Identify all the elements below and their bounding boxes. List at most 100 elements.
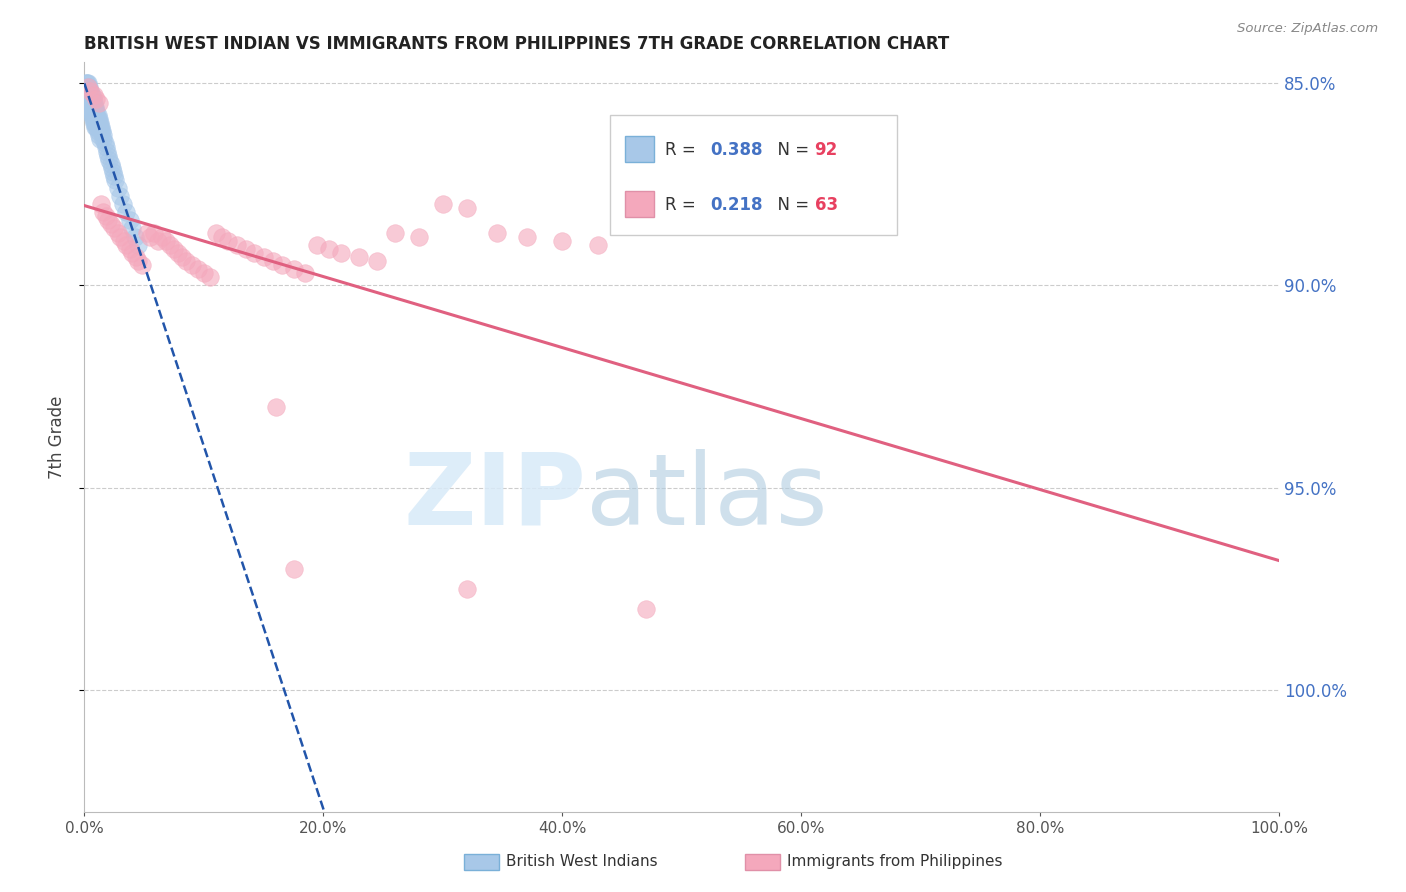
Point <box>139 229 162 244</box>
Point <box>87 112 110 127</box>
Point <box>127 253 149 268</box>
Point <box>83 103 105 118</box>
Point <box>131 258 153 272</box>
Point <box>86 124 108 138</box>
Point <box>86 116 108 130</box>
Point <box>235 242 257 256</box>
Point <box>82 92 104 106</box>
Point <box>79 95 101 110</box>
Point <box>135 226 157 240</box>
Point <box>98 153 121 167</box>
Point <box>75 79 97 94</box>
Point <box>79 100 101 114</box>
Point <box>83 116 105 130</box>
Text: R =: R = <box>665 195 702 214</box>
Point <box>84 103 107 118</box>
Point <box>77 79 100 94</box>
Point <box>76 87 98 102</box>
Point <box>77 95 100 110</box>
Point <box>307 237 329 252</box>
Text: R =: R = <box>665 141 702 159</box>
Text: Immigrants from Philippines: Immigrants from Philippines <box>787 855 1002 869</box>
Point <box>77 84 100 98</box>
Point <box>77 100 100 114</box>
Point <box>211 229 233 244</box>
Point <box>97 148 120 162</box>
Point <box>80 100 103 114</box>
Text: ZIP: ZIP <box>404 449 586 546</box>
Point <box>456 582 478 596</box>
Point <box>77 79 100 94</box>
Text: BRITISH WEST INDIAN VS IMMIGRANTS FROM PHILIPPINES 7TH GRADE CORRELATION CHART: BRITISH WEST INDIAN VS IMMIGRANTS FROM P… <box>84 35 949 53</box>
Point <box>96 145 118 159</box>
Point <box>76 87 98 102</box>
Point <box>115 205 138 219</box>
Text: N =: N = <box>766 195 814 214</box>
Point <box>100 218 122 232</box>
Point <box>111 197 134 211</box>
Point <box>198 270 221 285</box>
Point <box>588 237 610 252</box>
Point <box>86 108 108 122</box>
Point <box>89 132 111 146</box>
Point <box>124 229 146 244</box>
Point <box>77 92 100 106</box>
Point <box>127 237 149 252</box>
Point <box>75 84 97 98</box>
Point <box>77 92 100 106</box>
Text: 0.388: 0.388 <box>710 141 763 159</box>
Point <box>77 95 100 110</box>
Point <box>101 161 124 175</box>
Point <box>166 245 188 260</box>
Point <box>83 95 105 110</box>
Point <box>87 128 110 143</box>
Point <box>217 234 239 248</box>
Point <box>163 242 186 256</box>
Point <box>86 112 108 127</box>
Point <box>83 87 105 102</box>
Point <box>82 108 104 122</box>
Point <box>90 120 112 135</box>
Point <box>110 189 132 203</box>
Point <box>516 229 538 244</box>
Point <box>636 602 658 616</box>
Point <box>270 258 292 272</box>
Point <box>205 226 228 240</box>
Point <box>79 92 101 106</box>
Point <box>172 250 194 264</box>
Bar <box>624 136 654 162</box>
Point <box>77 76 100 90</box>
Point <box>115 237 138 252</box>
Point <box>193 266 215 280</box>
Point <box>80 92 103 106</box>
Point <box>97 213 120 227</box>
Point <box>80 87 103 102</box>
Point <box>86 92 108 106</box>
Point <box>84 108 107 122</box>
Bar <box>624 191 654 218</box>
Point <box>79 84 101 98</box>
Point <box>264 400 287 414</box>
Point <box>79 103 101 118</box>
Point <box>294 266 316 280</box>
Point <box>118 213 141 227</box>
Point <box>485 226 508 240</box>
Text: N =: N = <box>766 141 814 159</box>
Point <box>432 197 454 211</box>
Point <box>148 234 170 248</box>
Point <box>86 120 108 135</box>
Point <box>82 112 104 127</box>
Text: 0.218: 0.218 <box>710 195 763 214</box>
Point <box>349 250 371 264</box>
Point <box>82 100 104 114</box>
Point <box>366 253 388 268</box>
Point <box>79 87 101 102</box>
Point <box>83 108 105 122</box>
Point <box>82 95 104 110</box>
Point <box>262 253 284 268</box>
Point <box>84 120 107 135</box>
Point <box>77 79 100 94</box>
Point <box>90 124 112 138</box>
Point <box>103 221 125 235</box>
Point <box>155 234 177 248</box>
